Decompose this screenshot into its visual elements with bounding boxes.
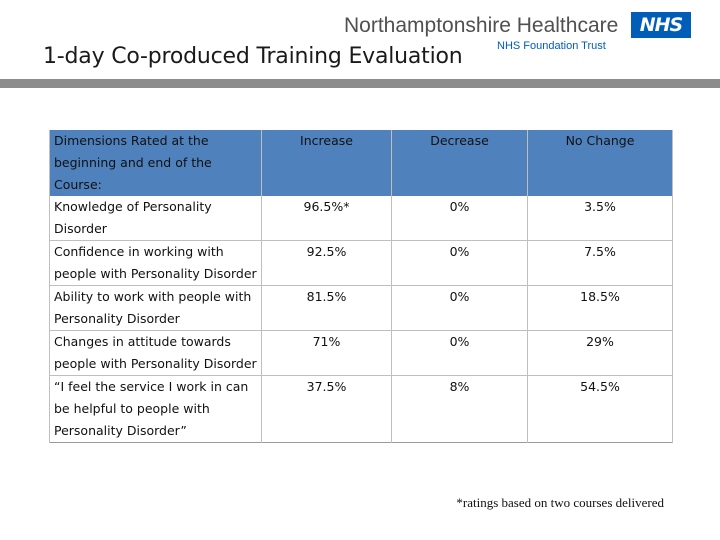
table-row: Knowledge of Personality Disorder 96.5%*… (49, 196, 673, 241)
no-change-cell: 7.5% (527, 240, 673, 286)
evaluation-table-container: Dimensions Rated at the beginning and en… (49, 130, 673, 443)
dimension-cell: Changes in attitude towards people with … (49, 330, 262, 376)
title-rule (0, 79, 720, 88)
dimension-cell: Confidence in working with people with P… (49, 240, 262, 286)
increase-cell: 37.5% (261, 375, 392, 443)
column-header-decrease: Decrease (391, 130, 528, 196)
table-row: Ability to work with people with Persona… (49, 285, 673, 331)
increase-cell: 96.5%* (261, 196, 392, 241)
decrease-cell: 0% (391, 330, 528, 376)
table-row: Confidence in working with people with P… (49, 240, 673, 286)
column-header-increase: Increase (261, 130, 392, 196)
dimension-cell: Knowledge of Personality Disorder (49, 196, 262, 241)
dimension-cell: Ability to work with people with Persona… (49, 285, 262, 331)
column-header-dimension: Dimensions Rated at the beginning and en… (49, 130, 262, 196)
column-header-no-change: No Change (527, 130, 673, 196)
table-row: Changes in attitude towards people with … (49, 330, 673, 376)
no-change-cell: 18.5% (527, 285, 673, 331)
no-change-cell: 54.5% (527, 375, 673, 443)
dimension-cell: “I feel the service I work in can be hel… (49, 375, 262, 443)
table-header-row: Dimensions Rated at the beginning and en… (49, 130, 673, 196)
decrease-cell: 0% (391, 240, 528, 286)
no-change-cell: 3.5% (527, 196, 673, 241)
increase-cell: 92.5% (261, 240, 392, 286)
org-subtitle: NHS Foundation Trust (497, 40, 606, 52)
increase-cell: 81.5% (261, 285, 392, 331)
page-title: 1-day Co-produced Training Evaluation (43, 44, 463, 69)
decrease-cell: 8% (391, 375, 528, 443)
nhs-logo: NHS (631, 12, 691, 38)
decrease-cell: 0% (391, 196, 528, 241)
increase-cell: 71% (261, 330, 392, 376)
footnote: *ratings based on two courses delivered (456, 495, 664, 510)
no-change-cell: 29% (527, 330, 673, 376)
decrease-cell: 0% (391, 285, 528, 331)
org-name: Northamptonshire Healthcare (344, 14, 619, 37)
table-row: “I feel the service I work in can be hel… (49, 375, 673, 443)
evaluation-table: Dimensions Rated at the beginning and en… (49, 130, 673, 443)
